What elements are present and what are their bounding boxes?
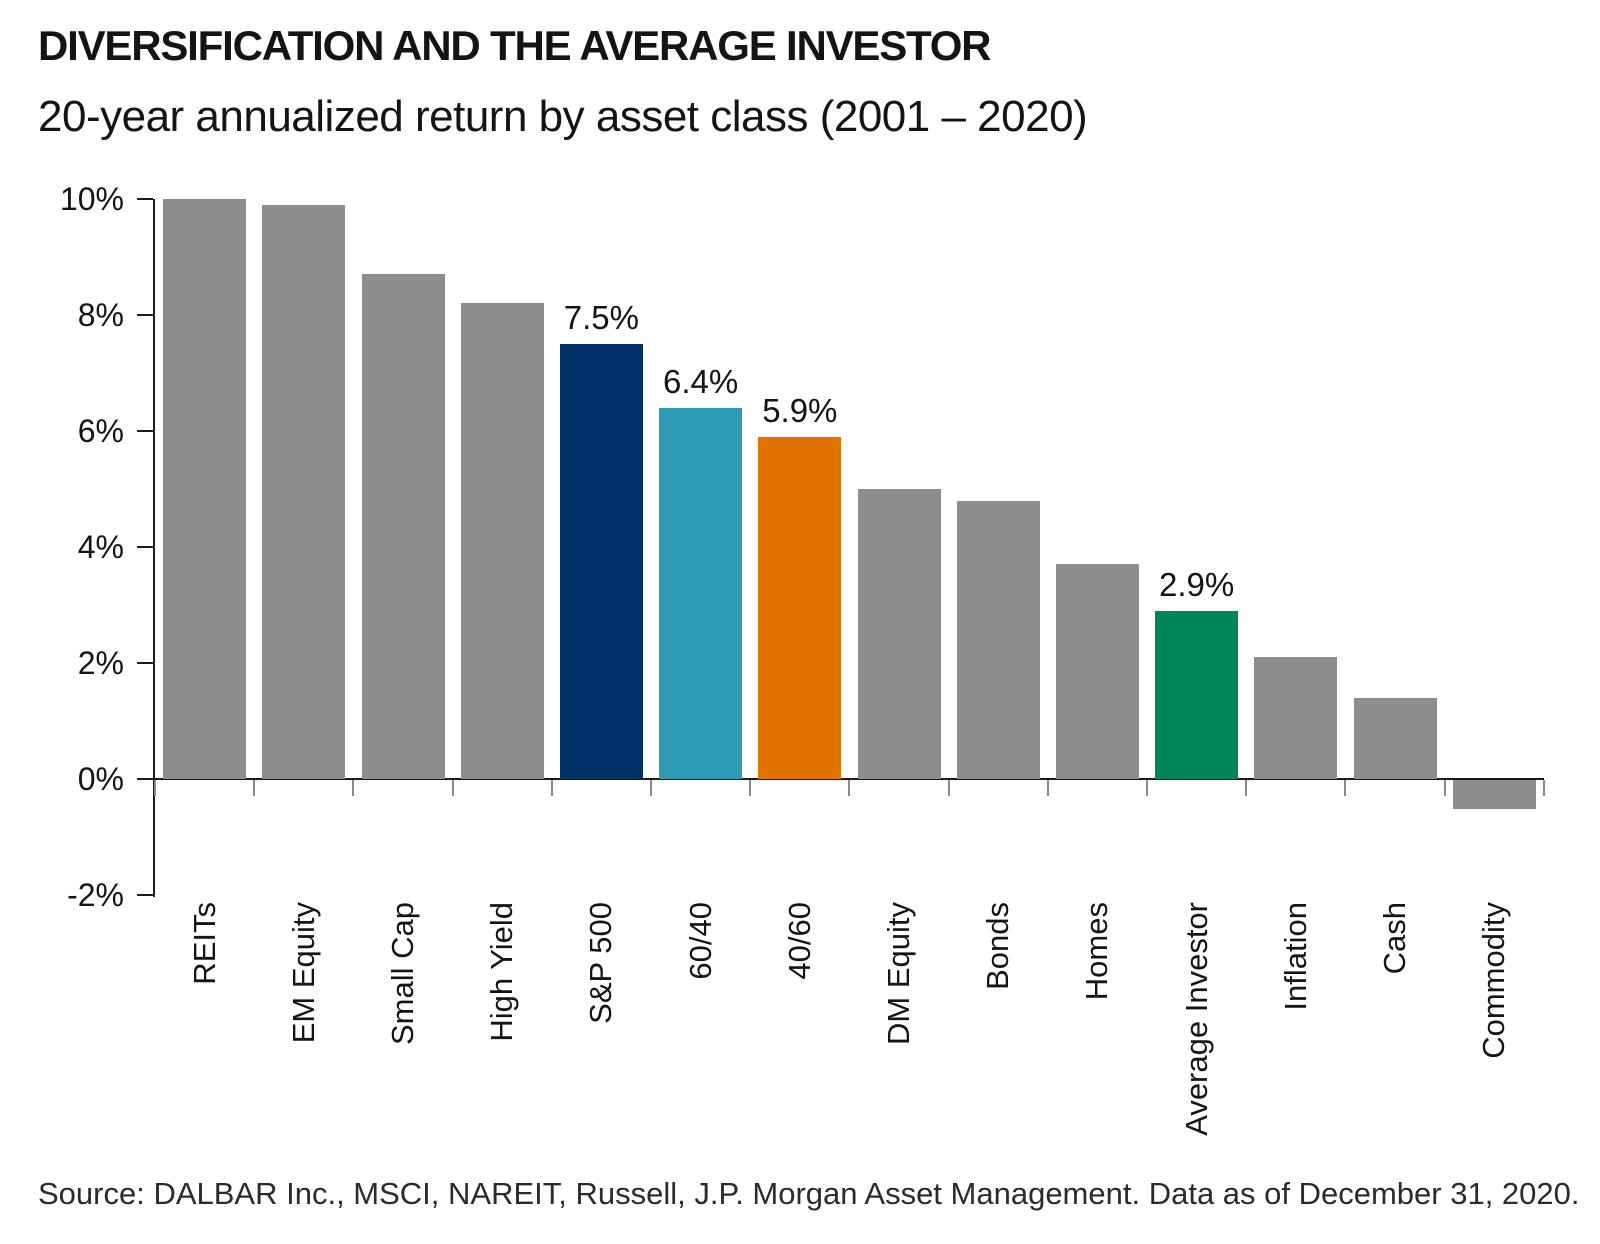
x-axis-category-label: Commodity [1476,902,1512,1059]
chart-title: DIVERSIFICATION AND THE AVERAGE INVESTOR [38,22,992,69]
bar-cash [1353,697,1437,779]
y-axis-tick [137,430,153,432]
y-axis-tick-label: 6% [77,413,124,449]
bar-high-yield [460,303,544,779]
x-axis-tick [947,780,950,796]
bar-60-40 [659,407,743,779]
x-axis-line [155,778,1544,780]
x-axis-category-label: High Yield [484,902,520,1042]
bar-40-60 [758,436,842,779]
chart-subtitle: 20-year annualized return by asset class… [38,92,1088,141]
y-axis-tick-label: 4% [77,529,124,565]
x-axis-tick [1245,780,1248,796]
y-axis-tick-label: -2% [67,877,124,913]
x-axis-category-label: S&P 500 [583,902,619,1024]
x-axis-category-label: 60/40 [682,902,718,980]
x-axis-tick [154,780,156,796]
x-axis-category-label: Small Cap [385,902,420,1045]
x-axis-category-label: Bonds [980,902,1016,990]
x-axis-category-label: EM Equity [285,902,321,1044]
bar-value-label: 2.9% [1158,565,1235,603]
bar-homes [1055,564,1139,779]
x-axis-tick [1344,780,1347,796]
x-axis-tick [451,780,454,796]
bar-small-cap [361,274,445,779]
bar-reits [163,199,247,779]
x-axis-tick [1146,780,1148,796]
x-axis-tick [550,780,553,796]
bar-average-investor [1155,610,1239,779]
x-axis-category-label: Homes [1079,902,1115,1001]
x-axis-tick [650,780,652,796]
y-axis-tick [137,662,153,664]
y-axis-line [153,199,155,897]
x-axis-tick [1542,780,1545,796]
x-axis-category-label: 40/60 [781,902,817,980]
bar-bonds [956,500,1040,779]
x-axis-category-label: REITs [186,902,222,985]
x-axis-tick [749,780,752,796]
y-axis-tick [137,546,153,548]
y-axis-tick [137,198,153,200]
source-note: Source: DALBAR Inc., MSCI, NAREIT, Russe… [38,1176,1580,1211]
x-axis-tick [352,780,355,796]
bar-s-p-500 [559,344,643,779]
y-axis-tick-label: 10% [59,181,124,217]
x-axis-tick [1046,780,1049,796]
bar-dm-equity [857,489,941,779]
bar-inflation [1254,657,1338,779]
x-axis-category-label: Average Investor [1178,902,1214,1136]
bar-commodity [1452,780,1536,809]
y-axis-tick [137,314,153,316]
y-axis-tick [137,778,153,780]
bar-value-label: 7.5% [563,299,639,336]
y-axis-tick-label: 8% [77,297,124,333]
bar-value-label: 6.4% [662,362,739,400]
y-axis-tick-label: 0% [77,761,124,797]
bar-value-label: 5.9% [762,391,838,429]
x-axis-category-label: DM Equity [881,902,916,1045]
x-axis-tick [1443,780,1446,796]
x-axis-category-label: Inflation [1277,902,1313,1011]
y-axis-tick-label: 2% [77,645,124,681]
bar-em-equity [262,204,346,779]
y-axis-tick [137,894,153,896]
x-axis-tick [253,780,256,796]
x-axis-tick [848,780,851,796]
x-axis-category-label: Cash [1377,902,1412,975]
